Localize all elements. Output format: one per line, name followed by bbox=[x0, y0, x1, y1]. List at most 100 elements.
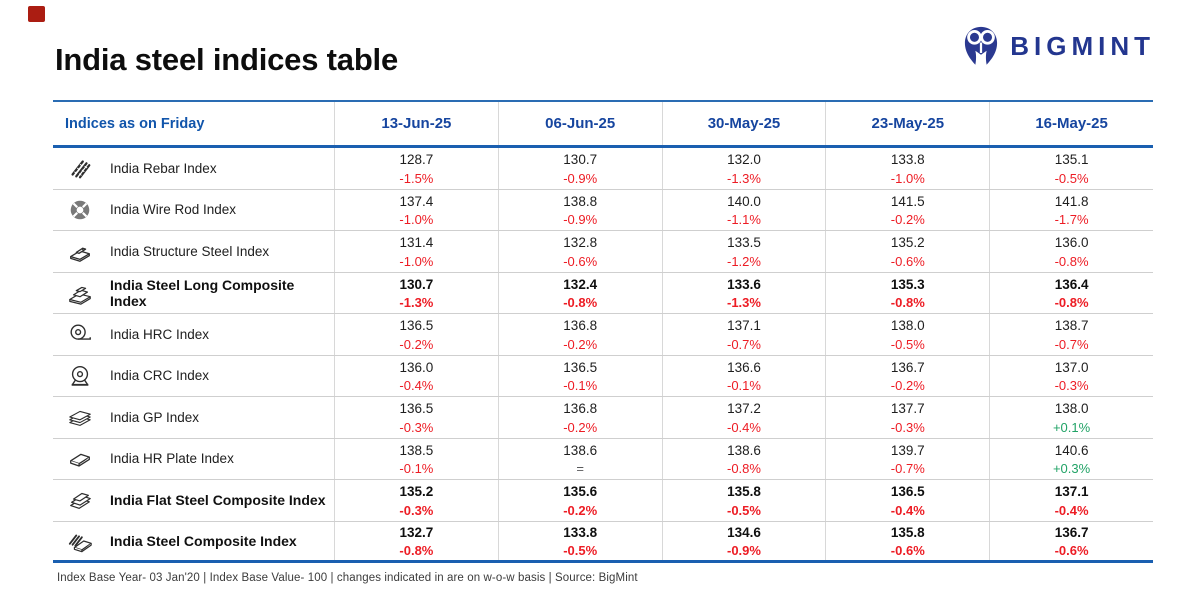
index-value: 136.8 bbox=[563, 401, 598, 417]
index-value: 133.8 bbox=[563, 524, 598, 540]
index-value: 138.6 bbox=[727, 442, 761, 458]
row-label: India Structure Steel Index bbox=[110, 243, 270, 259]
wow-change: -0.3% bbox=[890, 419, 925, 435]
wow-change: -0.3% bbox=[1054, 378, 1089, 394]
row-label: India Flat Steel Composite Index bbox=[110, 492, 326, 509]
value-cell: 133.6 -1.3% bbox=[661, 272, 826, 313]
index-value: 137.1 bbox=[727, 318, 761, 334]
bigmint-brand-text: BIGMINT bbox=[1010, 30, 1155, 61]
wow-change: -0.3% bbox=[399, 502, 434, 518]
red-corner-mark bbox=[28, 6, 45, 22]
rebar-icon bbox=[67, 155, 93, 181]
value-cell: 136.6 -0.1% bbox=[661, 355, 826, 396]
wow-change: -0.6% bbox=[563, 253, 598, 269]
value-cell: 136.5 -0.4% bbox=[825, 480, 989, 521]
row-label: India CRC Index bbox=[110, 368, 210, 384]
index-value: 139.7 bbox=[890, 442, 925, 458]
value-cell: 135.6 -0.2% bbox=[497, 480, 662, 521]
value-cell: 137.1 -0.7% bbox=[661, 314, 826, 355]
value-cell: 136.0 -0.8% bbox=[989, 231, 1153, 272]
value-cell: 130.7 -1.3% bbox=[334, 272, 498, 313]
value-cell: 136.7 -0.2% bbox=[825, 355, 989, 396]
table-row: India HRC Index 136.5 -0.2% 136.8 -0.2% 137.1… bbox=[53, 314, 1153, 356]
value-cell: 139.7 -0.7% bbox=[825, 438, 989, 479]
row-label-cell: India Steel Long Composite Index bbox=[53, 273, 334, 314]
value-cell: 132.4 -0.8% bbox=[497, 272, 662, 313]
value-cell: 136.4 -0.8% bbox=[989, 272, 1153, 313]
value-cell: 135.2 -0.6% bbox=[825, 231, 989, 272]
header-date-col: 06-Jun-25 bbox=[497, 102, 662, 145]
value-cell: 136.8 -0.2% bbox=[497, 314, 662, 355]
hr-plate-icon bbox=[67, 446, 93, 472]
hrc-coil-icon bbox=[67, 321, 93, 347]
page-title: India steel indices table bbox=[55, 42, 399, 77]
wow-change: = bbox=[576, 461, 584, 477]
index-value: 137.7 bbox=[890, 401, 925, 417]
index-value: 141.5 bbox=[890, 193, 925, 209]
row-label: India Steel Long Composite Index bbox=[110, 276, 295, 309]
value-cell: 135.1 -0.5% bbox=[989, 148, 1153, 189]
wow-change: -0.5% bbox=[1054, 170, 1089, 186]
value-cell: 136.5 -0.1% bbox=[497, 355, 662, 396]
index-value: 136.0 bbox=[399, 359, 434, 375]
index-value: 137.1 bbox=[1054, 484, 1089, 500]
index-value: 136.0 bbox=[1054, 235, 1089, 251]
wow-change: -0.2% bbox=[563, 502, 598, 518]
index-value: 135.3 bbox=[890, 276, 925, 292]
wow-change: -0.2% bbox=[399, 336, 434, 352]
index-value: 133.5 bbox=[727, 235, 761, 251]
index-value: 138.7 bbox=[1054, 318, 1089, 334]
index-value: 130.7 bbox=[563, 152, 598, 168]
index-value: 136.7 bbox=[890, 359, 925, 375]
table-row: India CRC Index 136.0 -0.4% 136.5 -0.1% 136.6… bbox=[53, 355, 1153, 397]
header-date-col: 23-May-25 bbox=[825, 102, 989, 145]
row-label: India Wire Rod Index bbox=[110, 202, 237, 218]
wow-change: -0.5% bbox=[727, 502, 761, 518]
value-cell: 136.8 -0.2% bbox=[497, 397, 662, 438]
wow-change: -0.7% bbox=[890, 461, 925, 477]
wow-change: -1.3% bbox=[399, 295, 434, 311]
index-value: 137.4 bbox=[399, 193, 434, 209]
value-cell: 135.3 -0.8% bbox=[825, 272, 989, 313]
wow-change: -1.7% bbox=[1054, 212, 1089, 228]
wow-change: -1.3% bbox=[727, 295, 761, 311]
value-cell: 137.2 -0.4% bbox=[661, 397, 826, 438]
table-header-row: Indices as on Friday 13-Jun-25 06-Jun-25 3… bbox=[53, 100, 1153, 148]
value-cell: 136.0 -0.4% bbox=[334, 355, 498, 396]
wire-rod-icon bbox=[67, 197, 93, 223]
index-value: 136.5 bbox=[399, 318, 434, 334]
wow-change: -0.7% bbox=[1054, 336, 1089, 352]
table-row: India HR Plate Index 138.5 -0.1% 138.6 = 138.… bbox=[53, 438, 1153, 480]
value-cell: 138.5 -0.1% bbox=[334, 438, 498, 479]
value-cell: 140.0 -1.1% bbox=[661, 189, 826, 230]
index-value: 137.0 bbox=[1054, 359, 1089, 375]
value-cell: 130.7 -0.9% bbox=[497, 148, 662, 189]
wow-change: -1.3% bbox=[727, 170, 761, 186]
wow-change: -0.1% bbox=[727, 378, 761, 394]
wow-change: -0.2% bbox=[563, 419, 598, 435]
row-label-cell: India Steel Composite Index bbox=[53, 522, 334, 561]
index-value: 135.2 bbox=[890, 235, 925, 251]
wow-change: -0.4% bbox=[399, 378, 434, 394]
indices-table: Indices as on Friday 13-Jun-25 06-Jun-25 3… bbox=[53, 100, 1153, 563]
header-date-col: 30-May-25 bbox=[661, 102, 826, 145]
footer-note: Index Base Year- 03 Jan'20 | Index Base … bbox=[57, 572, 638, 584]
structure-steel-icon bbox=[67, 238, 93, 264]
value-cell: 132.8 -0.6% bbox=[497, 231, 662, 272]
wow-change: -0.2% bbox=[890, 378, 925, 394]
row-label-cell: India CRC Index bbox=[53, 356, 334, 397]
value-cell: 137.7 -0.3% bbox=[825, 397, 989, 438]
row-label-cell: India Wire Rod Index bbox=[53, 190, 334, 231]
long-composite-icon bbox=[67, 280, 93, 306]
row-label: India Rebar Index bbox=[110, 160, 217, 176]
value-cell: 140.6 +0.3% bbox=[989, 438, 1153, 479]
wow-change: +0.1% bbox=[1052, 419, 1091, 435]
value-cell: 137.4 -1.0% bbox=[334, 189, 498, 230]
index-value: 138.6 bbox=[563, 442, 598, 458]
index-value: 134.6 bbox=[727, 524, 761, 540]
index-value: 136.6 bbox=[727, 359, 761, 375]
value-cell: 131.4 -1.0% bbox=[334, 231, 498, 272]
value-cell: 133.5 -1.2% bbox=[661, 231, 826, 272]
value-cell: 138.8 -0.9% bbox=[497, 189, 662, 230]
index-value: 135.1 bbox=[1054, 152, 1089, 168]
